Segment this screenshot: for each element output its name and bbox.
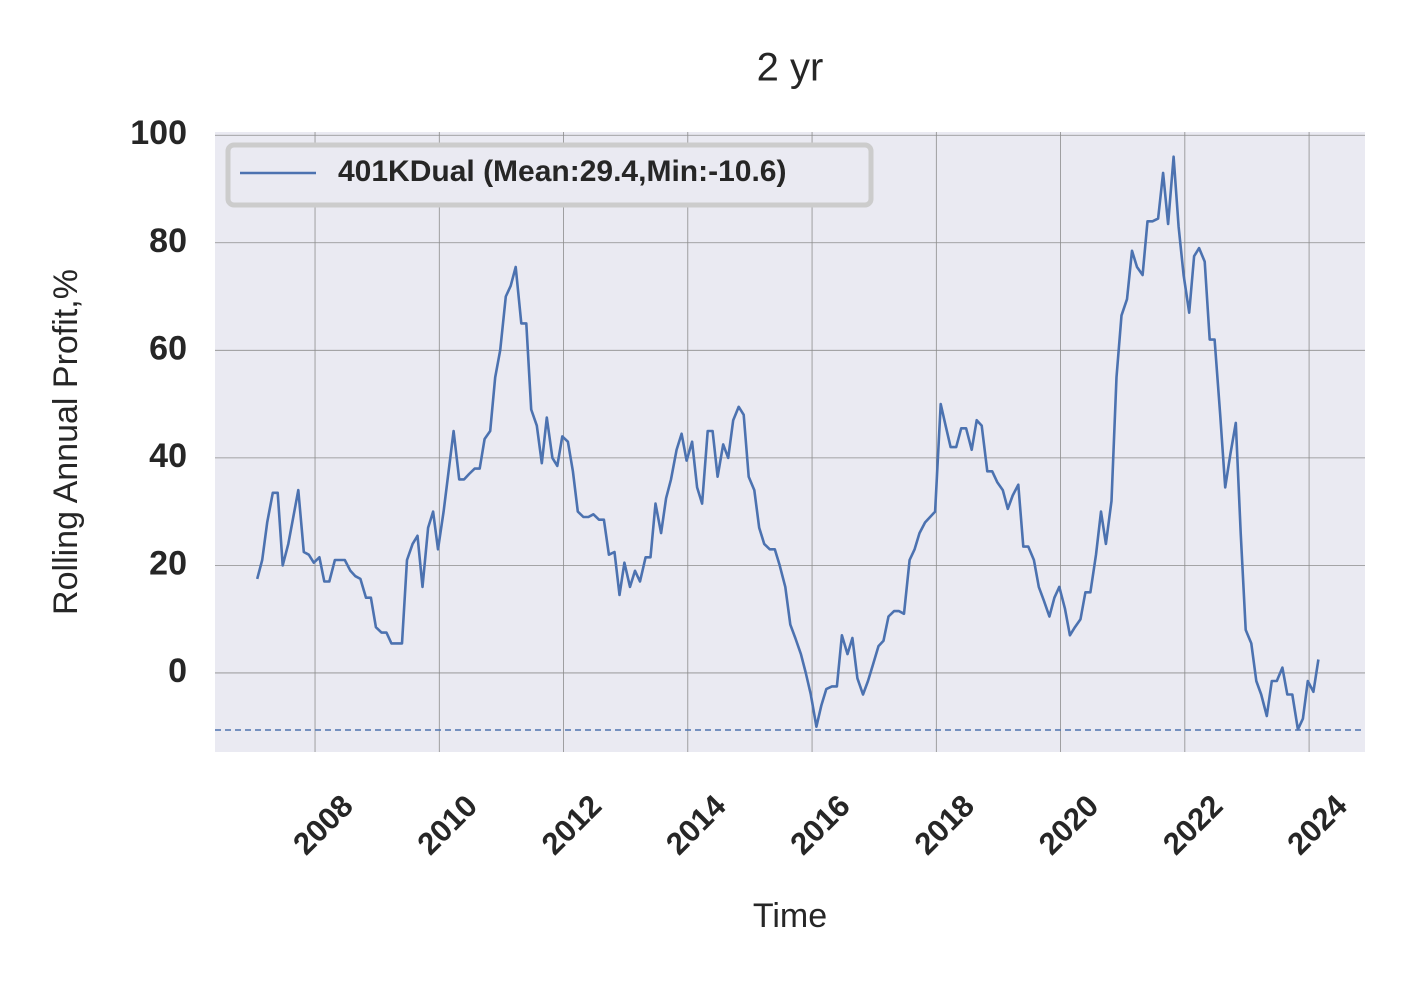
y-tick-label: 20 — [149, 544, 187, 582]
plot-area — [215, 132, 1365, 752]
x-tick-label: 2018 — [908, 788, 982, 862]
x-tick-label: 2020 — [1032, 788, 1106, 862]
x-tick-label: 2014 — [659, 787, 733, 861]
y-tick-label: 60 — [149, 329, 187, 367]
y-axis-label: Rolling Annual Profit,% — [47, 269, 85, 615]
x-axis-label: Time — [753, 897, 827, 935]
y-tick-label: 40 — [149, 437, 187, 475]
y-tick-label: 80 — [149, 222, 187, 260]
chart-title: 2 yr — [757, 46, 824, 90]
x-tick-label: 2022 — [1156, 788, 1230, 862]
x-tick-label: 2012 — [535, 788, 609, 862]
y-tick-label: 0 — [168, 652, 187, 690]
y-tick-label: 100 — [130, 114, 187, 152]
legend: 401KDual (Mean:29.4,Min:-10.6) — [225, 142, 874, 208]
x-tick-label: 2008 — [286, 788, 360, 862]
data-line — [255, 155, 1320, 731]
x-tick-label: 2024 — [1280, 787, 1354, 861]
legend-box — [225, 142, 874, 208]
x-tick-label: 2016 — [783, 788, 857, 862]
x-tick-label: 2010 — [411, 788, 485, 862]
legend-label: 401KDual (Mean:29.4,Min:-10.6) — [338, 155, 786, 188]
